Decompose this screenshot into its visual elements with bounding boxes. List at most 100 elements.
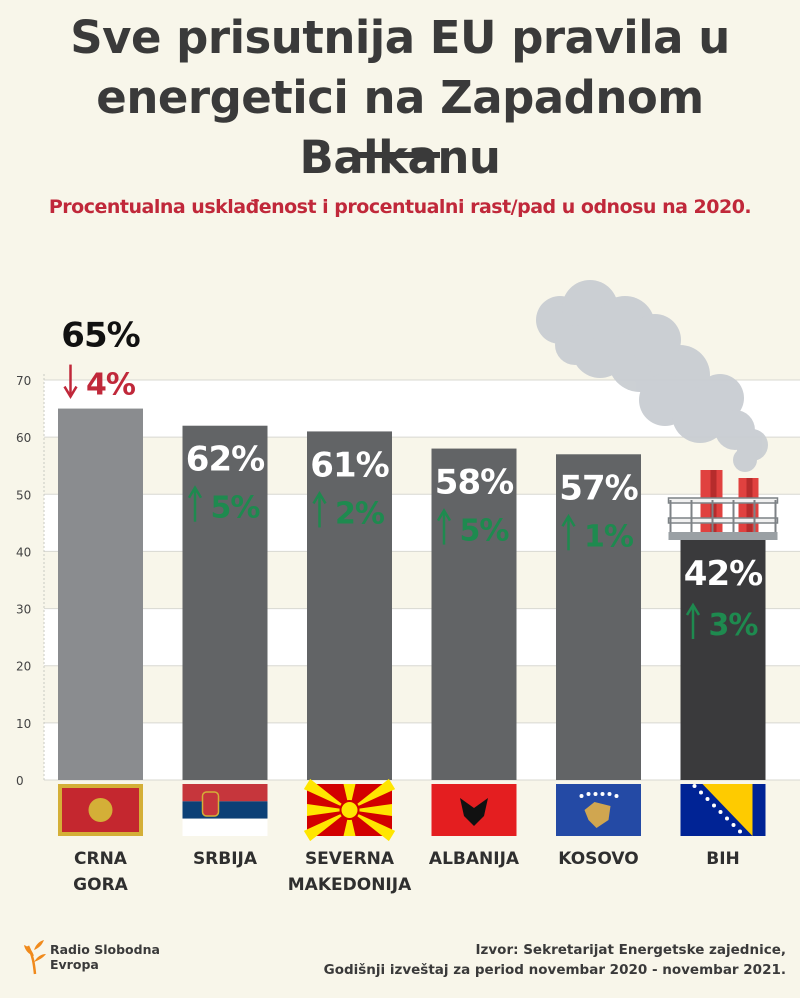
flag-star	[738, 829, 742, 834]
flag-eagle	[460, 798, 488, 826]
y-tick-label: 40	[16, 545, 31, 559]
flag-blue	[182, 801, 268, 819]
title-line-1: Sve prisutnija EU pravila u	[70, 11, 730, 64]
change-label-2: 5%	[211, 491, 261, 526]
chart-subtitle: Procentualna usklađenost i procentualni …	[48, 196, 752, 218]
value-label-5: 57%	[559, 468, 637, 508]
value-label-6: 42%	[684, 554, 762, 594]
rse-logo-icon	[24, 940, 46, 975]
grid-band	[44, 722, 800, 780]
flag-emblem	[88, 798, 113, 822]
factory-icon	[667, 470, 779, 540]
flag-star	[614, 794, 619, 798]
y-tick-label: 10	[16, 717, 31, 731]
title-divider	[356, 152, 440, 158]
flag-ray	[349, 778, 396, 810]
smoke-puff	[696, 374, 744, 422]
arrow-up-icon	[561, 513, 576, 551]
chimney-right-shade	[746, 478, 753, 540]
y-tick-label: 60	[16, 431, 31, 445]
bar-4	[431, 448, 517, 780]
arrow-head	[685, 602, 701, 616]
arrow-up-icon	[685, 602, 701, 639]
source-note: Izvor: Sekretarijat Energetske zajednice…	[324, 940, 786, 980]
y-tick-label: 0	[16, 774, 24, 788]
change-label-3: 2%	[335, 496, 385, 531]
flag-star	[699, 790, 703, 795]
arrow-head	[436, 508, 452, 522]
railing-top	[667, 497, 779, 504]
page-title: Sve prisutnija EU pravila u energetici n…	[0, 8, 800, 188]
flag-ray	[349, 804, 392, 816]
flag-emblem	[201, 791, 220, 817]
flag-star	[607, 792, 612, 796]
flag-star	[718, 810, 723, 814]
change-label-5: 1%	[584, 519, 634, 554]
flag-montenegro-icon	[58, 784, 143, 836]
flag-map	[584, 802, 611, 828]
arrow-head	[561, 513, 576, 527]
smoke-puff	[629, 314, 681, 366]
category-label-3: SEVERNA	[305, 849, 395, 869]
flag-star	[692, 784, 697, 788]
value-label-2: 62%	[186, 440, 264, 480]
smoke-puff	[555, 325, 595, 365]
change-label-4: 5%	[460, 514, 510, 549]
railing-base	[668, 532, 778, 540]
category-label-3: MAKEDONIJA	[288, 875, 412, 895]
flag-serbia-icon	[182, 784, 268, 836]
title-line-2: energetici na Zapadnom Balkanu	[96, 71, 704, 184]
y-tick-label: 30	[16, 603, 31, 617]
source-line-2: Godišnji izveštaj za period novembar 202…	[323, 962, 786, 978]
flag-red	[182, 784, 268, 802]
bar-6	[680, 540, 766, 780]
flag-bih-icon	[680, 784, 766, 836]
flag-kosovo-icon	[556, 784, 641, 836]
y-tick-label: 20	[16, 660, 31, 674]
flag-ray	[303, 778, 350, 810]
category-label-1: GORA	[73, 875, 128, 895]
category-label-1: CRNA	[74, 849, 128, 869]
arrow-up-icon	[436, 508, 452, 545]
category-label-6: BIH	[706, 849, 740, 869]
category-label-2: SRBIJA	[193, 849, 258, 869]
flag-ray	[343, 810, 356, 836]
flag-star	[725, 816, 729, 821]
flag-star	[579, 794, 584, 798]
bar-5	[556, 454, 641, 780]
change-label-1: 4%	[86, 368, 136, 403]
logo-line-1: Radio Slobodna	[50, 942, 160, 957]
arrow-head	[187, 485, 203, 499]
flag-sun	[339, 800, 360, 820]
logo-line-2: Evropa	[50, 957, 99, 972]
flag-ray	[349, 810, 396, 842]
flag-star	[712, 803, 716, 808]
flag-north-macedonia-icon	[303, 778, 396, 842]
category-label-4: ALBANIJA	[429, 849, 520, 869]
railing-mid	[667, 517, 779, 524]
bar-chart: 0 10 20 30 40 50 60 70 65% 4% CRNA GORA 62% 5% SRBIJA 6…	[16, 280, 800, 895]
y-tick-label: 50	[16, 488, 31, 502]
arrow-down-icon	[63, 364, 78, 400]
flag-star	[586, 792, 591, 796]
value-label-3: 61%	[310, 445, 388, 485]
flag-ray	[307, 804, 350, 816]
arrow-up-icon	[187, 485, 203, 522]
bar-3	[307, 431, 392, 780]
flag-star	[600, 792, 605, 796]
factory-smoke-icon	[536, 280, 768, 472]
bar-1	[58, 408, 143, 780]
arrow-up-icon	[312, 490, 327, 528]
arrow-head	[312, 490, 327, 505]
y-tick-label: 70	[16, 374, 31, 388]
flag-albania-icon	[431, 784, 517, 836]
flag-triangle	[702, 784, 753, 836]
flag-ray	[343, 784, 356, 810]
arrow-head	[63, 385, 78, 400]
value-label-4: 58%	[435, 463, 513, 503]
flag-ray	[303, 810, 350, 842]
flag-star	[705, 797, 710, 801]
grid-band	[44, 608, 800, 666]
source-line-1: Izvor: Sekretarijat Energetske zajednice…	[475, 942, 787, 958]
rse-logo-text: Radio Slobodna Evropa	[50, 942, 160, 972]
